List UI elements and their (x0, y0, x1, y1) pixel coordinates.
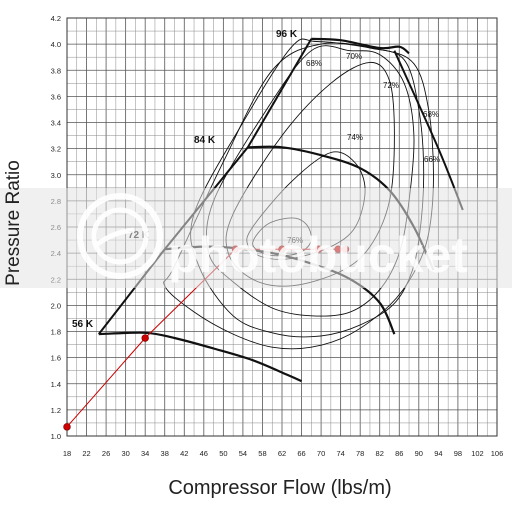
y-tick-label: 3.8 (51, 66, 61, 75)
watermark-logo-inner (91, 207, 149, 265)
x-tick-label: 26 (102, 449, 110, 458)
watermark-logo-sweep (93, 227, 135, 248)
x-tick-label: 82 (376, 449, 384, 458)
x-tick-label: 106 (491, 449, 504, 458)
y-tick-label: 4.0 (51, 40, 61, 49)
y-tick-label: 1.0 (51, 432, 61, 441)
x-axis-title: Compressor Flow (lbs/m) (168, 477, 391, 499)
y-tick-label: 3.0 (51, 171, 61, 180)
efficiency-label: 72% (383, 81, 399, 90)
x-tick-label: 46 (200, 449, 208, 458)
speed-label: 56 K (72, 319, 94, 330)
y-tick-label: 4.2 (51, 14, 61, 23)
x-tick-label: 90 (415, 449, 423, 458)
x-tick-label: 30 (121, 449, 129, 458)
x-tick-label: 54 (239, 449, 247, 458)
x-tick-label: 102 (471, 449, 484, 458)
x-tick-label: 98 (454, 449, 462, 458)
x-tick-label: 66 (297, 449, 305, 458)
x-tick-label: 38 (161, 449, 169, 458)
x-axis-ticks: 18 22 26 30 34 38 42 46 50 54 58 62 66 70 74 78 82 86 90 94… (63, 449, 503, 458)
watermark-band (0, 188, 512, 288)
efficiency-label: 68% (306, 59, 322, 68)
watermark-logo-outer (77, 193, 163, 279)
x-tick-label: 62 (278, 449, 286, 458)
efficiency-label: 68% (423, 110, 439, 119)
operating-point-marker (63, 423, 71, 431)
photobucket-watermark: photobucket (0, 188, 512, 288)
y-tick-label: 3.6 (51, 92, 61, 101)
y-tick-label: 3.2 (51, 145, 61, 154)
x-tick-label: 74 (336, 449, 344, 458)
speed-line (98, 331, 302, 383)
x-tick-label: 50 (219, 449, 227, 458)
operating-point-marker (141, 334, 149, 342)
x-tick-label: 94 (434, 449, 442, 458)
x-tick-label: 58 (258, 449, 266, 458)
x-tick-label: 78 (356, 449, 364, 458)
speed-label: 96 K (276, 29, 298, 40)
efficiency-label: 66% (424, 155, 440, 164)
y-tick-label: 3.4 (51, 119, 61, 128)
watermark-text: photobucket (168, 227, 468, 283)
x-tick-label: 86 (395, 449, 403, 458)
x-tick-label: 22 (82, 449, 90, 458)
y-tick-label: 2.0 (51, 301, 61, 310)
x-tick-label: 42 (180, 449, 188, 458)
y-tick-label: 1.4 (51, 380, 61, 389)
y-tick-label: 1.8 (51, 328, 61, 337)
efficiency-label: 74% (347, 133, 363, 142)
y-tick-label: 1.6 (51, 354, 61, 363)
y-axis-title: Pressure Ratio (3, 160, 24, 286)
y-tick-label: 1.2 (51, 406, 61, 415)
x-tick-label: 34 (141, 449, 149, 458)
speed-line (311, 37, 410, 55)
x-tick-label: 18 (63, 449, 71, 458)
speed-label: 84 K (194, 135, 216, 146)
efficiency-label: 70% (346, 52, 362, 61)
x-tick-label: 70 (317, 449, 325, 458)
